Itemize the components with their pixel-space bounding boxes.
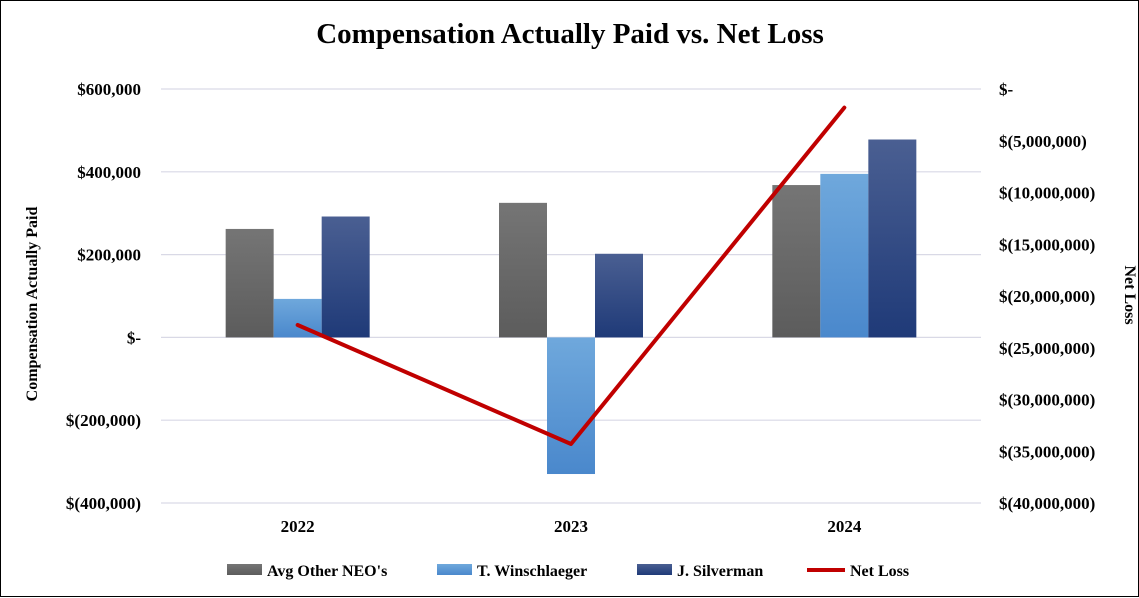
bar-t-winschlaeger-2023 — [547, 337, 595, 474]
y-axis-label: Compensation Actually Paid — [24, 207, 41, 402]
y2-tick-label: $(5,000,000) — [999, 132, 1087, 151]
y-tick-label: $(200,000) — [66, 411, 141, 430]
x-tick-label: 2023 — [554, 517, 588, 536]
bar-avg-other-neo-s-2022 — [226, 229, 274, 337]
y-tick-label: $600,000 — [77, 80, 141, 99]
legend-swatch — [227, 564, 262, 575]
legend-label: J. Silverman — [677, 563, 763, 580]
y2-axis-label: Net Loss — [1121, 265, 1138, 324]
bar-t-winschlaeger-2024 — [820, 174, 868, 338]
y-tick-label: $400,000 — [77, 163, 141, 182]
y2-tick-label: $(35,000,000) — [999, 442, 1095, 461]
y-tick-label: $- — [127, 328, 142, 347]
x-tick-label: 2024 — [827, 517, 862, 536]
right-axis-ticks: $(40,000,000) $(35,000,000) $(30,000,000) $… — [999, 80, 1095, 513]
y2-tick-label: $(30,000,000) — [999, 391, 1095, 410]
legend-swatch — [637, 564, 672, 575]
chart-title: Compensation Actually Paid vs. Net Loss — [316, 18, 824, 50]
y-tick-label: $(400,000) — [66, 494, 141, 513]
bar-avg-other-neo-s-2024 — [772, 185, 820, 337]
y2-tick-label: $(40,000,000) — [999, 494, 1095, 513]
bar-j-silverman-2024 — [868, 140, 916, 338]
bar-j-silverman-2023 — [595, 254, 643, 338]
x-axis-ticks: 2022 2023 2024 — [281, 517, 862, 536]
legend-label: T. Winschlaeger — [477, 563, 587, 580]
y2-tick-label: $(20,000,000) — [999, 287, 1095, 306]
x-tick-label: 2022 — [281, 517, 315, 536]
left-axis-ticks: $(400,000) $(200,000) $- $200,000 $400,000 $6… — [66, 80, 141, 513]
legend-swatch — [437, 564, 472, 575]
y2-tick-label: $(15,000,000) — [999, 235, 1095, 254]
bar-group — [226, 140, 917, 475]
y2-tick-label: $(10,000,000) — [999, 184, 1095, 203]
legend-label: Avg Other NEO's — [267, 563, 387, 580]
y2-tick-label: $(25,000,000) — [999, 339, 1095, 358]
y-tick-label: $200,000 — [77, 246, 141, 265]
bar-avg-other-neo-s-2023 — [499, 203, 547, 338]
bar-j-silverman-2022 — [322, 217, 370, 338]
legend: Avg Other NEO's T. Winschlaeger J. Silverm… — [227, 563, 909, 580]
y2-tick-label: $- — [999, 80, 1014, 99]
legend-label: Net Loss — [850, 563, 909, 580]
